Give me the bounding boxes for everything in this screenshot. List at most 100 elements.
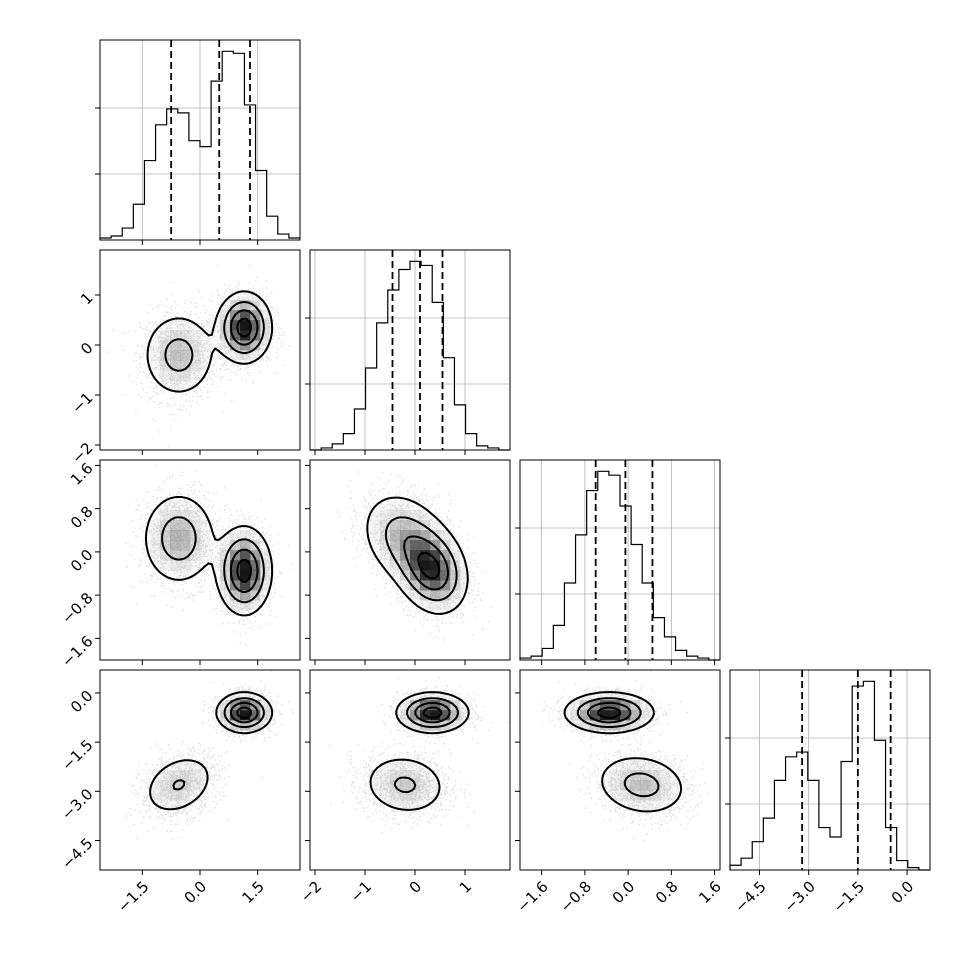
density-bin: [150, 520, 161, 531]
density-bin: [240, 700, 251, 711]
density-bin: [190, 780, 201, 791]
density-bin: [220, 590, 231, 601]
density-bin: [240, 550, 251, 561]
density-bin: [620, 690, 631, 701]
density-bin: [210, 560, 221, 571]
contour-level-3: [236, 317, 252, 338]
density-bin: [260, 570, 271, 581]
density-bin: [170, 550, 181, 561]
density-bin: [390, 760, 401, 771]
density-bin: [420, 600, 431, 611]
x-tick-label-2-3: 0.8: [652, 878, 682, 908]
density-bin: [220, 540, 231, 551]
x-tick-label-3-2: −1.5: [830, 878, 868, 916]
density-bin: [210, 330, 221, 341]
density-bin: [170, 330, 181, 341]
density-bin: [150, 510, 161, 521]
density-bin: [160, 320, 171, 331]
density-bin: [230, 330, 241, 341]
density-bin: [260, 710, 271, 721]
density-bin: [260, 590, 271, 601]
density-bin: [430, 550, 441, 561]
histogram-panel-3: [725, 669, 931, 871]
density-bin: [200, 330, 211, 341]
density-bin: [180, 500, 191, 511]
density-bin: [180, 550, 191, 561]
density-bin: [240, 710, 251, 721]
y-tick-label-2-4: 1.6: [67, 459, 97, 489]
panel-frame: [519, 669, 721, 871]
scatter-panel-2-0: [99, 459, 301, 661]
density-bin: [410, 770, 421, 781]
density-bin: [240, 540, 251, 551]
density-bin: [420, 790, 431, 801]
density-bin: [430, 600, 441, 611]
panel-frame: [519, 459, 721, 661]
y-tick-label-3-0: −4.5: [58, 834, 96, 872]
density-bin: [160, 360, 171, 371]
density-bin: [190, 550, 201, 561]
density-bin: [640, 770, 651, 781]
density-bin: [160, 790, 171, 801]
density-bin: [230, 590, 241, 601]
density-bin: [420, 550, 431, 561]
density-bin: [580, 720, 591, 731]
density-bin: [570, 700, 581, 711]
density-bin: [230, 530, 241, 541]
density-bin: [410, 540, 421, 551]
panel-content: [337, 471, 492, 641]
panel-content: [125, 464, 294, 646]
density-bin: [640, 760, 651, 771]
contour-level-2: [414, 701, 451, 724]
density-bin: [180, 540, 191, 551]
density-bin: [400, 800, 411, 811]
density-bin: [450, 540, 461, 551]
density-bin: [410, 590, 421, 601]
density-bin: [240, 720, 251, 731]
density-bin: [170, 500, 181, 511]
density-bin: [180, 770, 191, 781]
density-bin: [380, 790, 391, 801]
density-bin: [650, 760, 661, 771]
density-bin: [250, 320, 261, 331]
density-bin: [170, 370, 181, 381]
density-bin: [390, 520, 401, 531]
density-bin: [170, 800, 181, 811]
density-bin: [400, 770, 411, 781]
scatter-points: [328, 677, 509, 834]
contour-level-2: [229, 548, 259, 593]
density-bin: [650, 780, 661, 791]
density-bin: [160, 530, 171, 541]
density-bin: [190, 510, 201, 521]
density-bin: [600, 710, 611, 721]
density-bin: [180, 790, 191, 801]
density-bin: [640, 700, 651, 711]
density-bin: [660, 780, 671, 791]
density-bin: [390, 560, 401, 571]
density-bin: [400, 560, 411, 571]
density-bin: [380, 760, 391, 771]
panel-frame: [309, 249, 511, 451]
density-bin: [600, 690, 611, 701]
density-bin: [430, 520, 441, 531]
x-tick-label-3-0: −4.5: [731, 878, 769, 916]
density-bin: [660, 770, 671, 781]
density-bin: [400, 790, 411, 801]
density-bin: [180, 560, 191, 571]
density-bin: [260, 340, 271, 351]
density-bin: [230, 560, 241, 571]
density-bin: [150, 360, 161, 371]
density-bin: [380, 770, 391, 781]
density-bin: [180, 510, 191, 521]
density-bin: [430, 570, 441, 581]
density-bin: [180, 350, 191, 361]
density-bin: [160, 500, 171, 511]
density-bin: [170, 350, 181, 361]
density-bin: [170, 770, 181, 781]
density-bin: [410, 510, 421, 521]
density-bin: [440, 550, 451, 561]
scatter-points: [125, 670, 294, 840]
density-bin: [440, 600, 451, 611]
contour-level-1: [164, 301, 265, 372]
x-tick-label-3-3: 0.0: [888, 878, 918, 908]
